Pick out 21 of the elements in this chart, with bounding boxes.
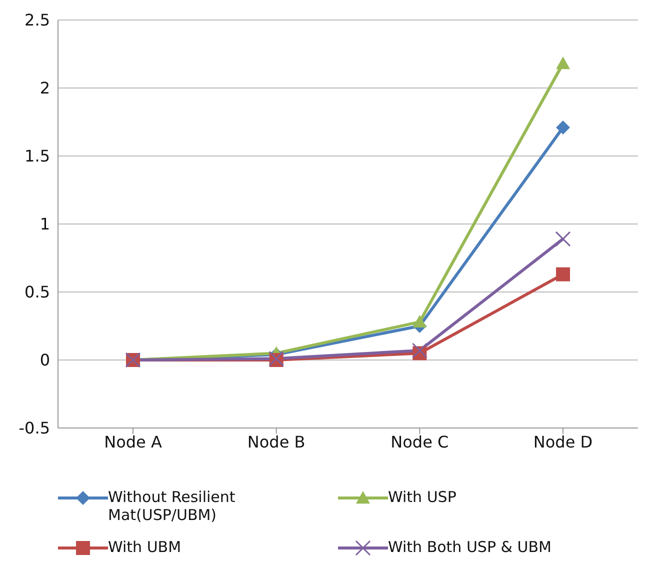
point bbox=[555, 231, 571, 247]
point bbox=[412, 342, 428, 358]
legend-label: With USP bbox=[388, 488, 458, 506]
legend-label: Without Resilient Mat(USP/UBM) bbox=[108, 488, 236, 524]
x-tick-label: Node A bbox=[104, 432, 162, 452]
y-tick-label: 1 bbox=[40, 214, 50, 234]
x-tick-label: Node B bbox=[247, 432, 306, 452]
point bbox=[556, 267, 570, 282]
point bbox=[412, 314, 427, 328]
x-tick-label: Node D bbox=[533, 432, 593, 452]
y-tick-label: -0.5 bbox=[18, 418, 50, 438]
legend-label: With Both USP & UBM bbox=[388, 538, 552, 556]
y-tick-label: 0 bbox=[40, 350, 50, 370]
x-tick-label: Node C bbox=[390, 432, 449, 452]
legend-label: With UBM bbox=[108, 538, 182, 556]
y-tick-label: 0.5 bbox=[24, 282, 50, 302]
point bbox=[556, 56, 570, 70]
y-tick-label: 1.5 bbox=[24, 146, 50, 166]
point bbox=[556, 120, 570, 134]
y-tick-label: 2.5 bbox=[24, 10, 50, 30]
y-tick-label: 2 bbox=[40, 78, 50, 98]
